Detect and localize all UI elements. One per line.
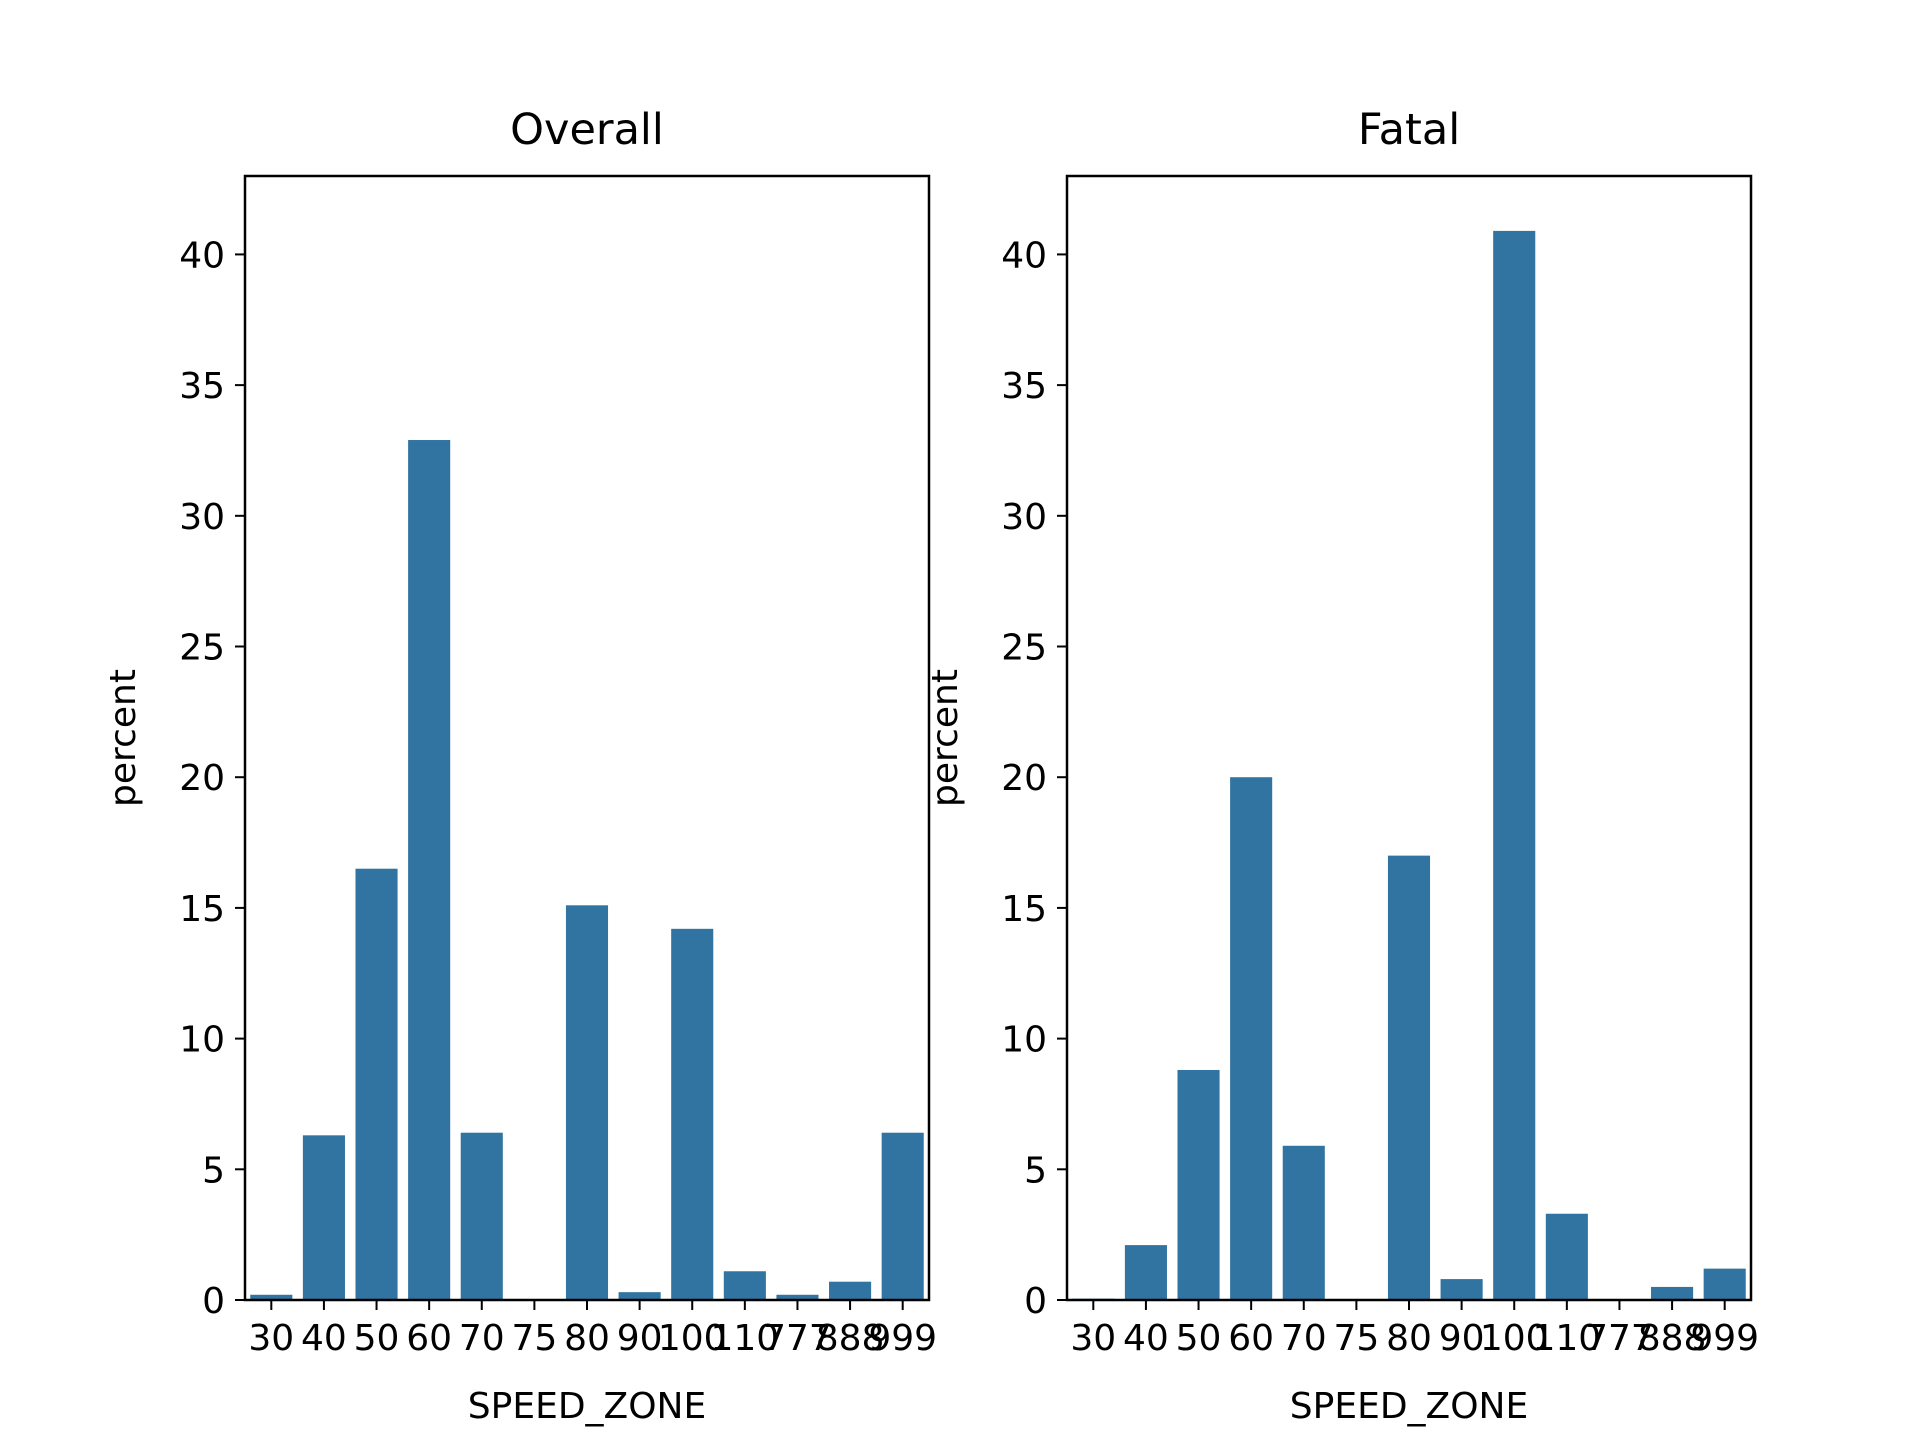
y-tick-label: 5	[202, 1150, 225, 1191]
chart-title: Overall	[510, 105, 664, 155]
x-tick-label: 60	[406, 1318, 452, 1359]
x-tick-label: 777	[1585, 1318, 1654, 1359]
y-tick-label: 30	[179, 497, 225, 538]
x-axis-label: SPEED_ZONE	[468, 1386, 706, 1427]
bar-70	[1282, 1145, 1325, 1300]
bar-30	[250, 1294, 293, 1300]
bar-80	[1387, 855, 1431, 1300]
x-tick-label: 30	[1070, 1318, 1116, 1359]
x-tick-label: 80	[1386, 1318, 1432, 1359]
y-tick-label: 30	[1001, 497, 1047, 538]
y-tick-label: 35	[179, 366, 225, 407]
bar-70	[460, 1132, 503, 1300]
bar-999	[881, 1132, 924, 1300]
bar-40	[1124, 1245, 1167, 1300]
x-axis-label: SPEED_ZONE	[1290, 1386, 1528, 1427]
x-tick-label: 999	[868, 1318, 937, 1359]
bar-110	[723, 1271, 766, 1300]
x-tick-label: 75	[511, 1318, 557, 1359]
x-tick-label: 30	[248, 1318, 294, 1359]
bar-100	[671, 928, 714, 1300]
bars-group	[1072, 230, 1746, 1300]
y-tick-label: 0	[1024, 1281, 1047, 1322]
y-tick-label: 15	[1001, 889, 1047, 930]
bar-100	[1493, 230, 1536, 1300]
x-tick-label: 40	[1123, 1318, 1169, 1359]
bar-60	[408, 440, 451, 1300]
bar-50	[355, 868, 398, 1300]
bar-110	[1545, 1213, 1588, 1300]
bar-90	[1440, 1279, 1483, 1300]
x-tick-label: 110	[710, 1318, 779, 1359]
x-tick-label: 50	[1176, 1318, 1222, 1359]
y-tick-label: 40	[179, 235, 225, 276]
y-tick-label: 40	[1001, 235, 1047, 276]
x-tick-label: 60	[1228, 1318, 1274, 1359]
y-tick-label: 20	[1001, 758, 1047, 799]
y-tick-label: 10	[1001, 1020, 1047, 1061]
y-tick-label: 25	[1001, 628, 1047, 669]
y-axis-label: percent	[925, 669, 966, 807]
y-ticks: 0 5 10 15 20 25 30 35 40	[1001, 235, 1067, 1322]
x-tick-label: 90	[1439, 1318, 1485, 1359]
x-tick-label: 100	[658, 1318, 727, 1359]
x-tick-label: 50	[354, 1318, 400, 1359]
x-tick-label: 70	[1281, 1318, 1327, 1359]
bar-777	[776, 1294, 819, 1300]
x-tick-label: 110	[1532, 1318, 1601, 1359]
y-tick-label: 25	[179, 628, 225, 669]
y-tick-label: 20	[179, 758, 225, 799]
chart-title: Fatal	[1358, 105, 1460, 155]
bar-40	[302, 1135, 345, 1300]
x-tick-label: 90	[617, 1318, 663, 1359]
x-tick-label: 100	[1480, 1318, 1549, 1359]
bar-888	[829, 1281, 872, 1300]
x-tick-label: 888	[1638, 1318, 1707, 1359]
y-ticks: 0 5 10 15 20 25 30 35 40	[179, 235, 245, 1322]
y-tick-label: 5	[1024, 1150, 1047, 1191]
x-tick-label: 888	[816, 1318, 885, 1359]
y-tick-label: 35	[1001, 366, 1047, 407]
axes-frame	[243, 174, 931, 1302]
y-tick-label: 15	[179, 889, 225, 930]
bar-999	[1703, 1268, 1746, 1300]
y-tick-label: 0	[202, 1281, 225, 1322]
bar-90	[618, 1292, 661, 1300]
bar-50	[1177, 1069, 1220, 1300]
x-tick-label: 80	[564, 1318, 610, 1359]
x-tick-label: 999	[1690, 1318, 1759, 1359]
bar-80	[565, 905, 609, 1300]
y-axis-label: percent	[103, 669, 144, 807]
x-tick-label: 40	[301, 1318, 347, 1359]
x-tick-label: 777	[763, 1318, 832, 1359]
x-tick-label: 70	[459, 1318, 505, 1359]
axes-frame	[1065, 174, 1753, 1302]
bar-888	[1651, 1286, 1694, 1300]
bars-group	[250, 440, 924, 1300]
bar-60	[1230, 777, 1273, 1300]
y-tick-label: 10	[179, 1020, 225, 1061]
x-tick-label: 75	[1333, 1318, 1379, 1359]
